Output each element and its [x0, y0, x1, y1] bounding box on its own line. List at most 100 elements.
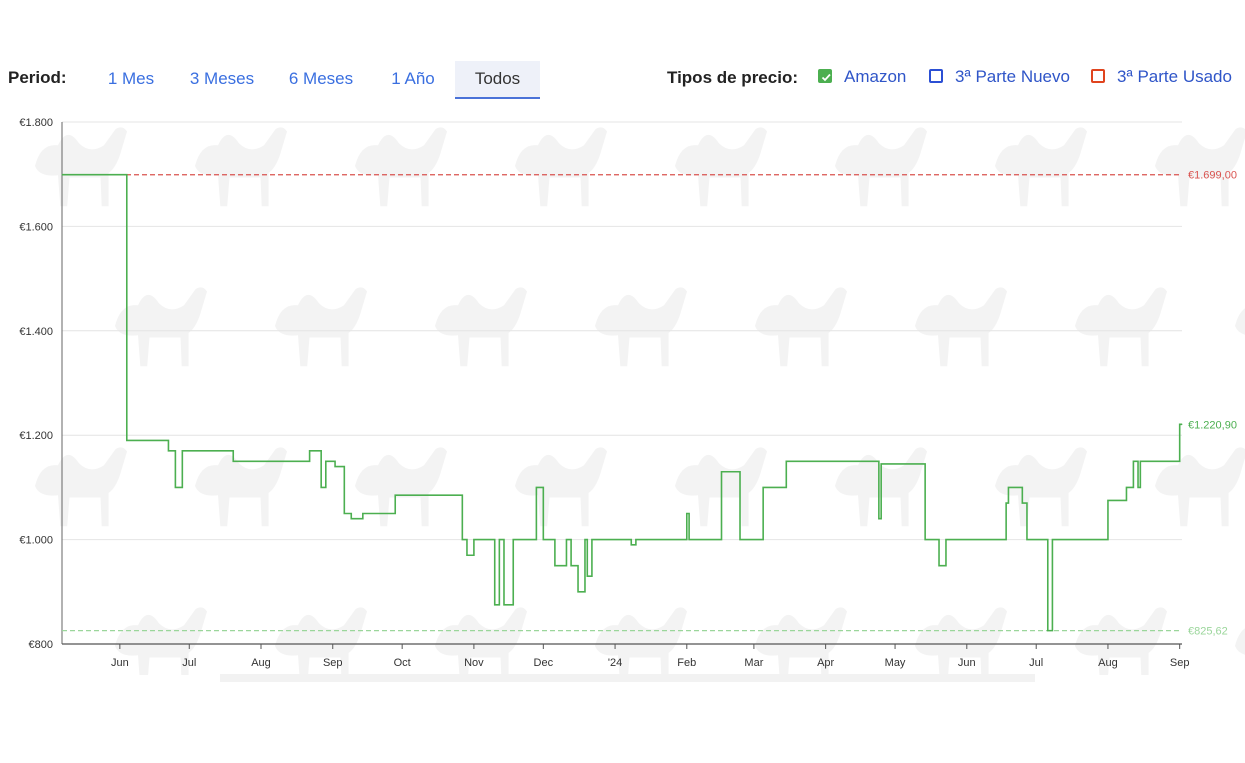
data-point — [762, 486, 764, 488]
watermark — [35, 127, 1245, 675]
axes — [61, 122, 1182, 645]
x-tick-label: Mar — [744, 657, 763, 669]
range-todos-button[interactable]: Todos — [455, 61, 540, 99]
period-label: Period: — [8, 68, 67, 87]
data-point — [1132, 460, 1134, 462]
type-3p-usado-label: 3ª Parte Usado — [1117, 67, 1232, 86]
camel-watermark-icon — [915, 607, 1007, 675]
x-tick-label: Jul — [1029, 657, 1043, 669]
data-point — [232, 460, 234, 462]
data-point — [61, 174, 63, 176]
camel-watermark-icon — [275, 607, 367, 675]
data-point — [461, 539, 463, 541]
data-point — [785, 460, 787, 462]
data-point — [1007, 486, 1009, 488]
camel-watermark-icon — [435, 287, 527, 367]
type-3p-nuevo-toggle[interactable]: 3ª Parte Nuevo — [929, 66, 1074, 90]
camel-watermark-icon — [755, 287, 847, 367]
reference-line-label: €825,62 — [1188, 626, 1228, 638]
camel-watermark-icon — [995, 127, 1087, 207]
camel-watermark-icon — [35, 447, 127, 527]
price-history-chart: €1.699,00 €825,62 €1.220,90 €800 €1.000 €1.2… — [19, 117, 1245, 675]
range-3-meses-button[interactable]: 3 Meses — [189, 69, 255, 88]
range-6-meses-button[interactable]: 6 Meses — [288, 69, 354, 88]
series — [61, 173, 1183, 632]
data-point — [126, 439, 128, 441]
data-point — [739, 539, 741, 541]
data-point — [577, 591, 579, 593]
data-point — [945, 539, 947, 541]
camel-watermark-icon — [35, 127, 127, 207]
camel-watermark-icon — [1235, 308, 1245, 335]
grid — [62, 121, 1182, 541]
range-1-mes-button[interactable]: 1 Mes — [107, 69, 155, 88]
camel-watermark-icon — [435, 607, 527, 675]
data-point — [721, 471, 723, 473]
x-tick-label: Aug — [1098, 657, 1118, 669]
data-point — [174, 486, 176, 488]
data-point — [535, 486, 537, 488]
data-point — [570, 565, 572, 567]
camel-watermark-icon — [275, 287, 367, 367]
data-point — [343, 513, 345, 514]
data-point — [350, 518, 352, 520]
y-tick-label: €1.800 — [19, 117, 53, 129]
data-point — [938, 565, 940, 567]
data-point — [1026, 539, 1028, 541]
x-tick-label: Oct — [394, 657, 411, 669]
data-point — [1125, 486, 1127, 488]
reference-line-label: €1.699,00 — [1188, 170, 1237, 182]
reference-lines: €1.699,00 €825,62 €1.220,90 — [62, 170, 1237, 638]
current-price-label: €1.220,90 — [1188, 419, 1237, 431]
data-point — [1179, 423, 1181, 425]
series-line-amazon — [62, 173, 1182, 632]
chart-scrollbar[interactable] — [220, 674, 1035, 682]
y-tick-label: €1.600 — [19, 221, 53, 233]
x-tick-label: Dec — [534, 657, 554, 669]
data-point — [503, 604, 505, 606]
camel-watermark-icon — [1075, 607, 1167, 675]
data-point — [1005, 502, 1007, 504]
data-point — [1051, 539, 1053, 541]
camel-watermark-icon — [115, 607, 207, 675]
data-point — [309, 450, 311, 452]
x-tick-label: Sep — [1170, 657, 1190, 669]
data-point — [473, 539, 475, 541]
camel-watermark-icon — [195, 127, 287, 207]
camel-watermark-icon — [995, 447, 1087, 527]
x-tick-label: Jun — [111, 657, 129, 669]
price-types-label: Tipos de precio: — [667, 68, 798, 87]
data-point — [394, 494, 396, 496]
data-point — [362, 513, 364, 514]
camel-watermark-icon — [1075, 287, 1167, 367]
data-point — [1107, 499, 1109, 501]
data-point — [686, 513, 688, 514]
data-point — [880, 463, 882, 465]
camel-watermark-icon — [675, 127, 767, 207]
x-tick-label: Nov — [464, 657, 484, 669]
toolbar: Period: 1 Mes 3 Meses 6 Meses 1 Año Todo… — [0, 58, 1245, 100]
data-point — [498, 539, 500, 541]
data-point — [1021, 502, 1023, 504]
data-point — [320, 486, 322, 488]
camel-watermark-icon — [515, 127, 607, 207]
camel-watermark-icon — [1155, 447, 1245, 527]
data-point — [635, 539, 637, 541]
y-tick-label: €800 — [29, 639, 53, 651]
data-point — [630, 544, 632, 546]
camel-watermark-icon — [595, 607, 687, 675]
camel-watermark-icon — [515, 447, 607, 527]
data-point — [167, 450, 169, 452]
x-tick-label: May — [885, 657, 906, 669]
x-tick-label: Jun — [958, 657, 976, 669]
x-tick-label: Apr — [817, 657, 834, 669]
data-point — [924, 539, 926, 541]
type-3p-usado-toggle[interactable]: 3ª Parte Usado — [1091, 66, 1236, 90]
data-point — [688, 539, 690, 541]
range-1-ano-button[interactable]: 1 Año — [391, 69, 435, 88]
type-amazon-toggle[interactable]: Amazon — [818, 66, 913, 90]
data-point — [554, 565, 556, 567]
camel-watermark-icon — [355, 447, 447, 527]
data-point — [1139, 460, 1141, 462]
type-amazon-label: Amazon — [844, 67, 907, 86]
